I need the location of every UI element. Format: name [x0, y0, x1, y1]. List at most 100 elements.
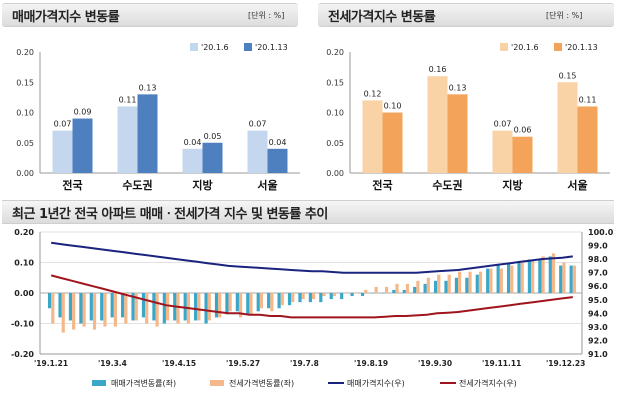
jeonse-data-label: 0.13	[449, 83, 467, 92]
jeonse-data-label: 0.16	[429, 65, 447, 74]
sale-data-label: 0.05	[204, 132, 222, 141]
trend-jeonse-rate-bar	[510, 265, 514, 293]
trend-right-tick-label: 97.0	[588, 269, 608, 278]
trend-sale-rate-bar	[527, 259, 532, 293]
jeonse-bar	[557, 82, 578, 173]
trend-sale-rate-bar	[371, 293, 375, 294]
trend-jeonse-rate-bar	[301, 293, 305, 300]
trend-jeonse-rate-bar	[113, 293, 117, 327]
trend-jeonse-rate-bar	[311, 293, 316, 300]
sale-bar	[267, 148, 288, 173]
trend-sale-rate-bar	[517, 262, 521, 293]
trend-jeonse-rate-bar	[51, 293, 55, 324]
trend-sale-rate-bar	[267, 293, 271, 309]
jeonse-legend-swatch	[554, 43, 562, 51]
sale-category-label: 수도권	[122, 179, 152, 192]
jeonse-data-label: 0.12	[364, 89, 382, 98]
trend-right-tick-label: 100.0	[588, 228, 614, 237]
trend-x-tick-label: '19.5.27	[226, 359, 260, 368]
trend-jeonse-rate-bar	[197, 293, 201, 321]
trend-sale-rate-bar	[58, 293, 62, 318]
trend-x-tick-label: '19.1.21	[34, 359, 68, 368]
trend-jeonse-rate-bar	[364, 289, 368, 293]
trend-sale-rate-bar	[329, 293, 333, 300]
trend-sale-rate-bar	[392, 289, 396, 293]
trend-jeonse-rate-bar	[499, 268, 503, 293]
trend-sale-rate-bar	[465, 277, 469, 293]
trend-jeonse-rate-bar	[541, 256, 545, 293]
trend-jeonse-rate-bar	[259, 293, 264, 309]
jeonse-data-label: 0.11	[579, 95, 597, 104]
trend-jeonse-rate-bar	[551, 253, 556, 293]
trend-jeonse-rate-bar	[134, 293, 138, 321]
trend-jeonse-rate-bar	[228, 293, 232, 312]
sale-ytick-label: 0.10	[16, 109, 34, 118]
trend-jeonse-rate-bar	[437, 274, 441, 293]
jeonse-legend-label: '20.1.13	[565, 43, 598, 52]
trend-sale-rate-bar	[340, 293, 344, 300]
trend-jeonse-rate-bar	[447, 274, 451, 293]
trend-sale-rate-bar	[423, 283, 427, 293]
jeonse-data-label: 0.07	[494, 120, 512, 129]
trend-legend-swatch	[92, 380, 106, 386]
trend-x-tick-label: '19.3.4	[98, 359, 127, 368]
jeonse-bar	[362, 100, 383, 173]
sale-data-label: 0.09	[74, 108, 92, 117]
trend-jeonse-rate-bar	[374, 286, 378, 293]
trend-right-tick-label: 94.0	[588, 309, 608, 318]
sale-category-label: 서울	[257, 178, 277, 192]
trend-jeonse-rate-bar	[280, 293, 284, 306]
sale-bar	[117, 106, 138, 173]
jeonse-bar	[512, 136, 533, 173]
trend-x-tick-label: '19.11.11	[482, 359, 521, 368]
trend-jeonse-rate-bar	[405, 283, 410, 293]
trend-sale-rate-bar	[225, 293, 229, 315]
jeonse-bar	[382, 112, 403, 173]
trend-jeonse-rate-bar	[531, 259, 535, 293]
trend-sale-rate-bar	[110, 293, 114, 318]
trend-jeonse-rate-bar	[478, 271, 483, 293]
trend-sale-rate-bar	[277, 293, 281, 309]
jeonse-data-label: 0.10	[384, 102, 402, 111]
sale-data-label: 0.07	[249, 120, 267, 129]
trend-x-tick-label: '19.4.15	[162, 359, 196, 368]
trend-jeonse-rate-bar	[385, 286, 389, 293]
trend-right-tick-label: 95.0	[588, 296, 608, 305]
trend-right-tick-label: 99.0	[588, 242, 608, 251]
sale-legend-label: '20.1.13	[255, 43, 288, 52]
trend-sale-rate-bar	[569, 265, 573, 293]
trend-jeonse-rate-bar	[322, 293, 326, 297]
trend-sale-rate-bar	[548, 256, 552, 293]
trend-jeonse-rate-bar	[572, 265, 576, 293]
trend-jeonse-rate-bar	[416, 280, 420, 293]
trend-legend-swatch	[210, 380, 224, 386]
trend-sale-rate-bar	[68, 293, 73, 321]
trend-sale-rate-bar	[256, 293, 260, 312]
trend-legend-label: 전세가격지수(우)	[459, 378, 517, 388]
sale-bar	[182, 148, 203, 173]
trend-sale-rate-bar	[308, 293, 312, 303]
trend-right-tick-label: 92.0	[588, 336, 608, 345]
trend-sale-rate-bar	[246, 293, 250, 315]
sale-ytick-label: 0.05	[16, 139, 34, 148]
trend-sale-rate-bar	[204, 293, 208, 324]
trend-jeonse-rate-bar	[395, 283, 399, 293]
trend-jeonse-rate-bar	[176, 293, 180, 324]
trend-jeonse-rate-bar	[218, 293, 222, 318]
sale-ytick-label: 0.20	[16, 48, 34, 57]
sale-legend-swatch	[190, 43, 198, 51]
jeonse-ytick-label: 0.15	[326, 78, 344, 87]
trend-sale-rate-bar	[214, 293, 219, 318]
trend-jeonse-rate-bar	[458, 271, 462, 293]
jeonse-bar	[447, 94, 468, 173]
trend-sale-rate-bar	[538, 259, 542, 293]
sale-bar	[137, 94, 158, 173]
trend-x-tick-label: '19.9.30	[418, 359, 452, 368]
trend-right-tick-label: 98.0	[588, 255, 608, 264]
trend-sale-rate-bar	[454, 277, 459, 293]
trend-jeonse-rate-bar	[207, 293, 211, 321]
trend-sale-rate-bar	[235, 293, 239, 312]
trend-jeonse-rate-bar	[249, 293, 253, 315]
trend-left-tick-label: 0.00	[14, 289, 34, 298]
trend-sale-rate-bar	[298, 293, 302, 303]
